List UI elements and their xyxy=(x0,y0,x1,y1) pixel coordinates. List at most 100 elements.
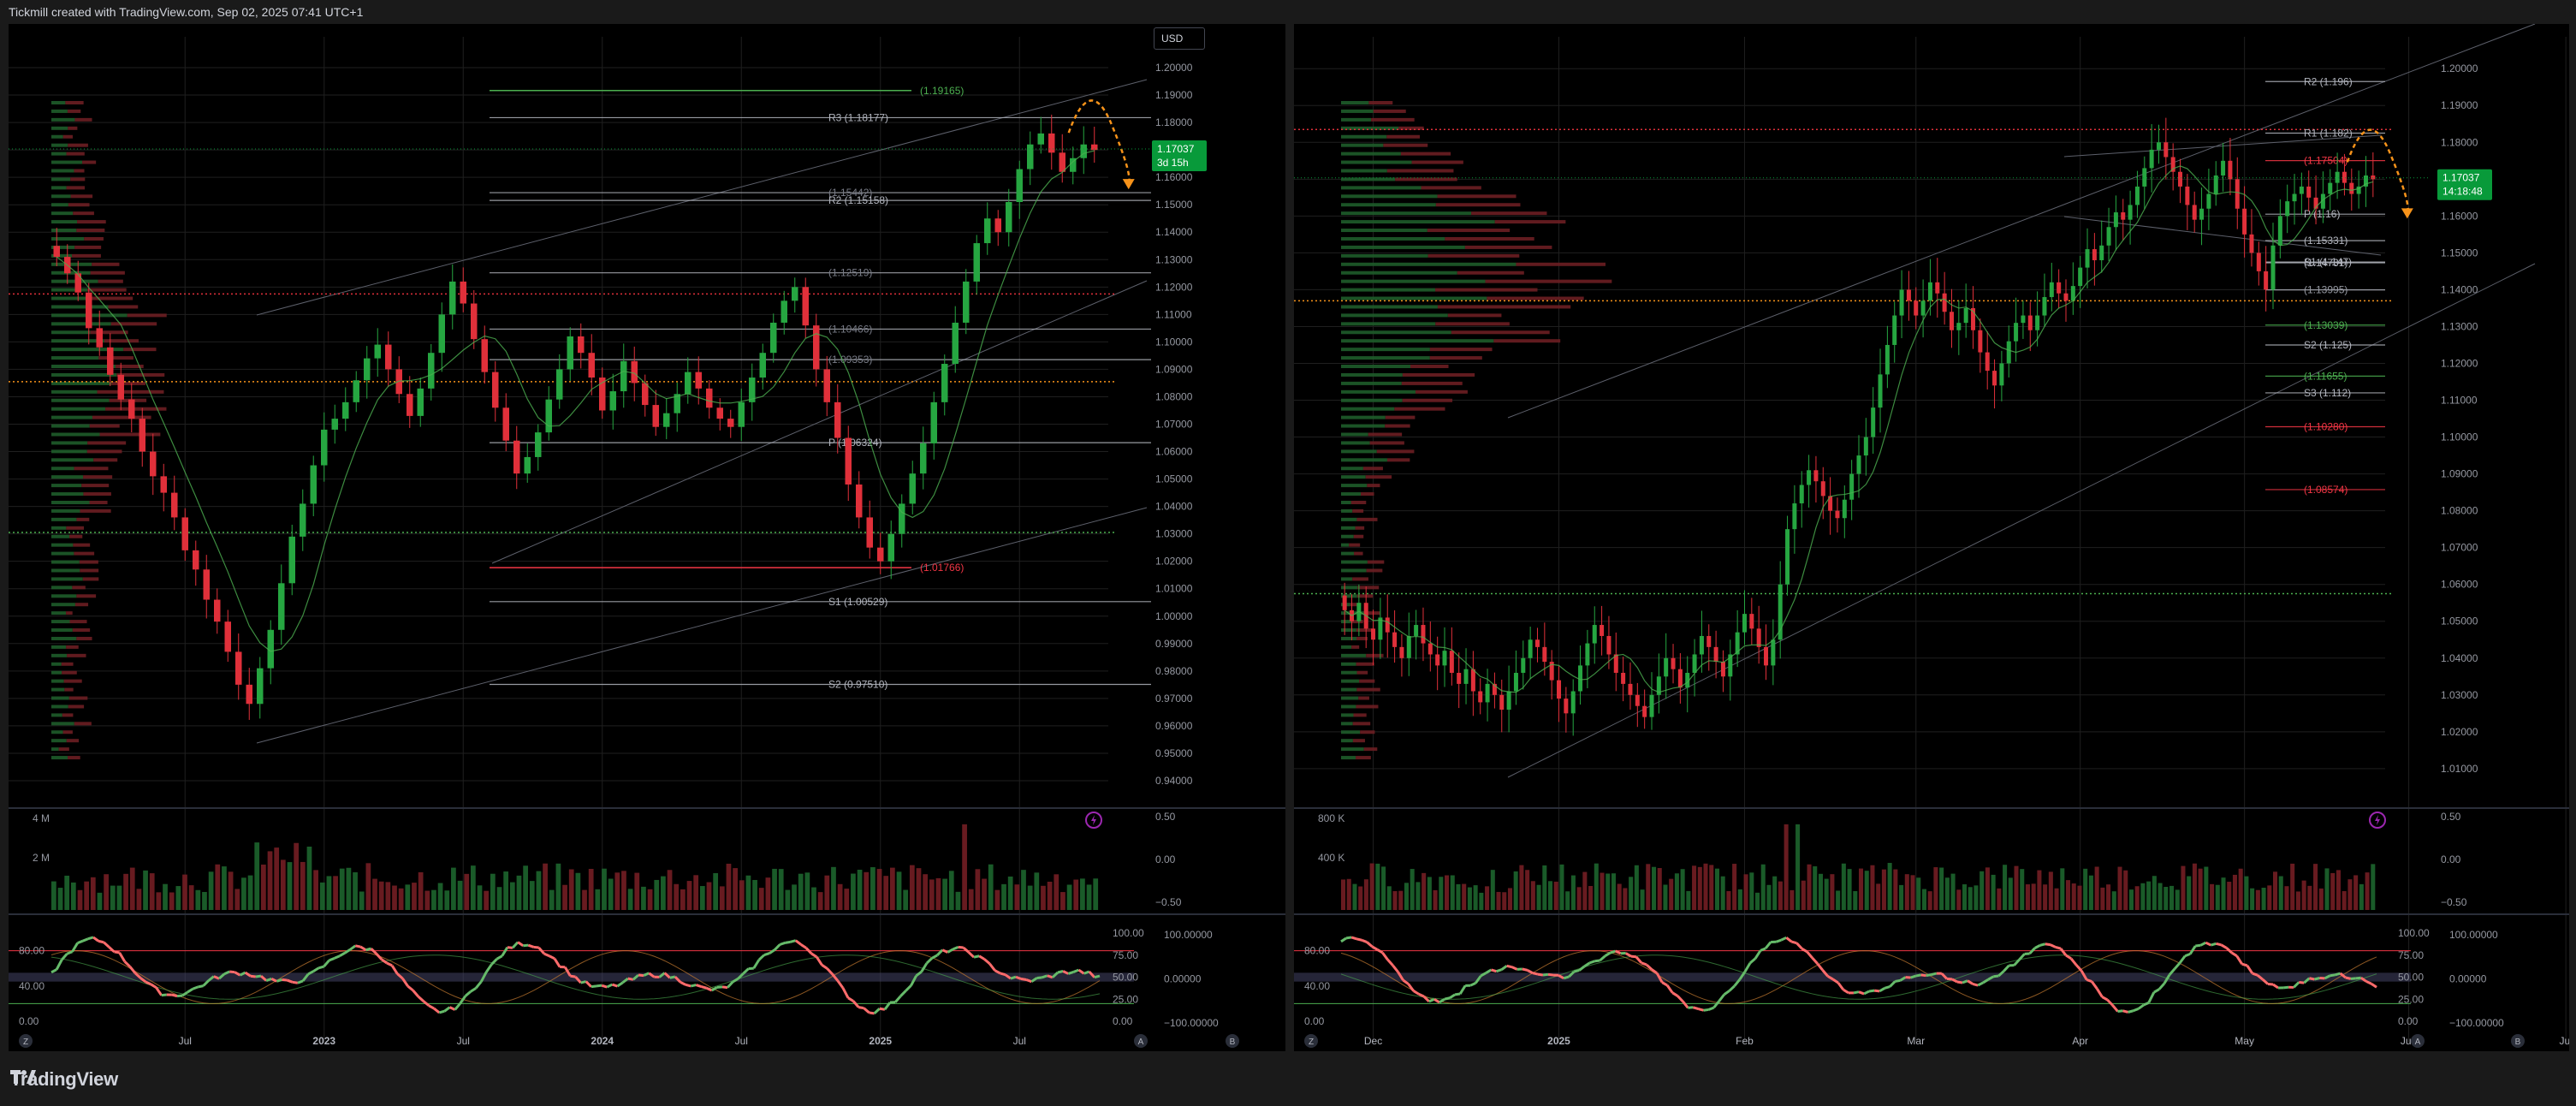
volume-profile-bar-sell xyxy=(67,109,81,113)
stoch-main-segment xyxy=(77,939,84,944)
stoch-main-segment xyxy=(276,978,282,983)
volume-profile-bar-sell xyxy=(65,101,84,104)
volume-bar xyxy=(1697,866,1702,910)
stoch-main-segment xyxy=(1837,982,1845,991)
stoch-main-segment xyxy=(947,948,954,954)
volume-profile-bar-buy xyxy=(51,603,75,607)
volume-profile-bar-sell xyxy=(1435,203,1521,207)
volume-profile-bar-sell xyxy=(1385,424,1410,428)
volume-profile-bar-sell xyxy=(1363,747,1378,752)
volume-bar xyxy=(1623,888,1628,910)
volume-bar xyxy=(674,883,680,910)
stoch-main-segment xyxy=(774,943,781,951)
stoch-main-segment xyxy=(1047,974,1054,979)
candle-body xyxy=(1942,293,1947,312)
stoch-main-segment xyxy=(401,978,409,987)
volume-profile-bar-buy xyxy=(1341,194,1438,199)
candle-body xyxy=(2264,271,2269,290)
price-axis-label: 1.04000 xyxy=(2441,652,2478,664)
price-axis-label: 0.94000 xyxy=(1155,775,1193,787)
candle-body xyxy=(74,273,81,293)
volume-bar xyxy=(2221,877,2226,910)
candle-body xyxy=(214,599,221,622)
candle-body xyxy=(1091,144,1098,151)
stoch-main-segment xyxy=(1542,972,1549,977)
stoch-main-segment xyxy=(386,961,393,967)
volume-profile-bar-buy xyxy=(51,330,91,335)
candle-body xyxy=(1621,672,1626,684)
volume-profile-bar-sell xyxy=(73,543,91,547)
stoch-main-segment xyxy=(459,995,467,1005)
price-axis-label: 1.11000 xyxy=(2441,395,2478,407)
volume-bar xyxy=(1341,879,1346,910)
volume-profile-bar-buy xyxy=(51,211,74,216)
stoch-main-segment xyxy=(1428,997,1435,1003)
chart-panel-left[interactable]: 1.200001.190001.180001.170001.160001.150… xyxy=(9,24,1285,1051)
candle-body xyxy=(834,401,841,438)
volume-bar xyxy=(1674,873,1679,910)
currency-selector[interactable]: USD xyxy=(1154,27,1205,50)
volume-bar xyxy=(982,878,987,910)
volume-bar xyxy=(57,888,63,910)
stoch-main-segment xyxy=(2314,977,2320,981)
stoch-main-segment xyxy=(2096,988,2104,998)
volume-profile-bar-buy xyxy=(1341,143,1384,147)
volume-profile-bar-buy xyxy=(1341,126,1399,130)
price-axis-label: 1.10000 xyxy=(1155,336,1193,348)
volume-bar xyxy=(1634,865,1639,910)
volume-profile-bar-sell xyxy=(1376,449,1415,454)
candle-body xyxy=(1720,662,1725,677)
candle-body xyxy=(1949,312,1954,330)
volume-bar xyxy=(831,866,836,910)
volume-profile-bar-buy xyxy=(1341,543,1350,547)
stoch-main-segment xyxy=(1671,991,1679,997)
chart-panel-right[interactable]: 1.200001.190001.180001.170001.160001.150… xyxy=(1294,24,2569,1051)
chart-svg-right[interactable]: 1.200001.190001.180001.170001.160001.150… xyxy=(1294,24,2569,1051)
volume-profile-bar-buy xyxy=(1341,670,1357,675)
stoch-main-segment xyxy=(658,972,666,978)
stoch-main-segment xyxy=(464,990,472,997)
volume-bar xyxy=(274,847,280,910)
candle-body xyxy=(139,419,145,452)
bottom-bar: TradingView xyxy=(0,1055,2576,1106)
volume-bar xyxy=(1813,866,1818,910)
volume-profile-bar-sell xyxy=(116,372,165,377)
candle-body xyxy=(2285,201,2290,217)
tradingview-brand[interactable]: TradingView xyxy=(10,1068,118,1091)
candle-body xyxy=(524,456,531,474)
volume-bar xyxy=(333,876,338,910)
candle-body xyxy=(1534,639,1540,647)
stoch-main-segment xyxy=(1588,960,1595,965)
stoch-main-segment xyxy=(1610,949,1617,954)
volume-bar xyxy=(772,868,777,910)
volume-bar xyxy=(1824,878,1829,910)
volume-bar xyxy=(1014,884,1020,910)
volume-profile-bar-sell xyxy=(84,236,104,241)
volume-bar xyxy=(903,889,909,910)
volume-axis-label: 800 K xyxy=(1318,812,1344,824)
stoch-main-segment xyxy=(1010,975,1017,980)
pivot-label: (1.10280) xyxy=(2304,421,2347,433)
stoch-main-segment xyxy=(155,986,163,996)
volume-bar xyxy=(1939,867,1944,910)
stoch-main-segment xyxy=(1083,970,1090,975)
stoch-main-segment xyxy=(1418,992,1425,998)
volume-profile-bar-buy xyxy=(1341,211,1472,216)
volume-bar xyxy=(680,889,686,910)
volume-profile-bar-sell xyxy=(83,475,113,479)
candle-body xyxy=(1371,628,1376,640)
stoch-main-segment xyxy=(470,987,477,993)
stoch-main-segment xyxy=(1811,956,1819,965)
volume-profile-bar-buy xyxy=(51,449,87,454)
stoch-main-segment xyxy=(1806,950,1813,959)
stoch-main-segment xyxy=(1879,987,1886,993)
volume-bar xyxy=(1422,872,1427,910)
level-low-label: (1.01766) xyxy=(920,562,964,574)
candle-body xyxy=(53,246,60,258)
stoch-main-segment xyxy=(2069,957,2078,966)
volume-bar xyxy=(149,873,155,910)
volume-bar xyxy=(2077,885,2082,910)
trend-channel-line xyxy=(1507,24,2536,419)
volume-profile-bar-buy xyxy=(51,152,67,156)
chart-svg-left[interactable]: 1.200001.190001.180001.170001.160001.150… xyxy=(9,24,1285,1051)
